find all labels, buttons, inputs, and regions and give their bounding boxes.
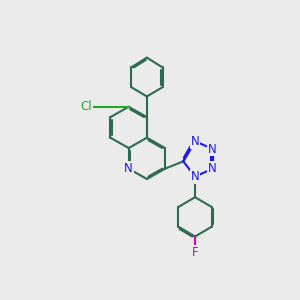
Text: N: N [124, 162, 133, 175]
Text: N: N [208, 142, 217, 155]
Text: N: N [208, 162, 217, 175]
Text: N: N [191, 135, 200, 148]
Text: Cl: Cl [81, 100, 92, 113]
Text: N: N [191, 170, 200, 183]
Text: F: F [192, 246, 198, 259]
